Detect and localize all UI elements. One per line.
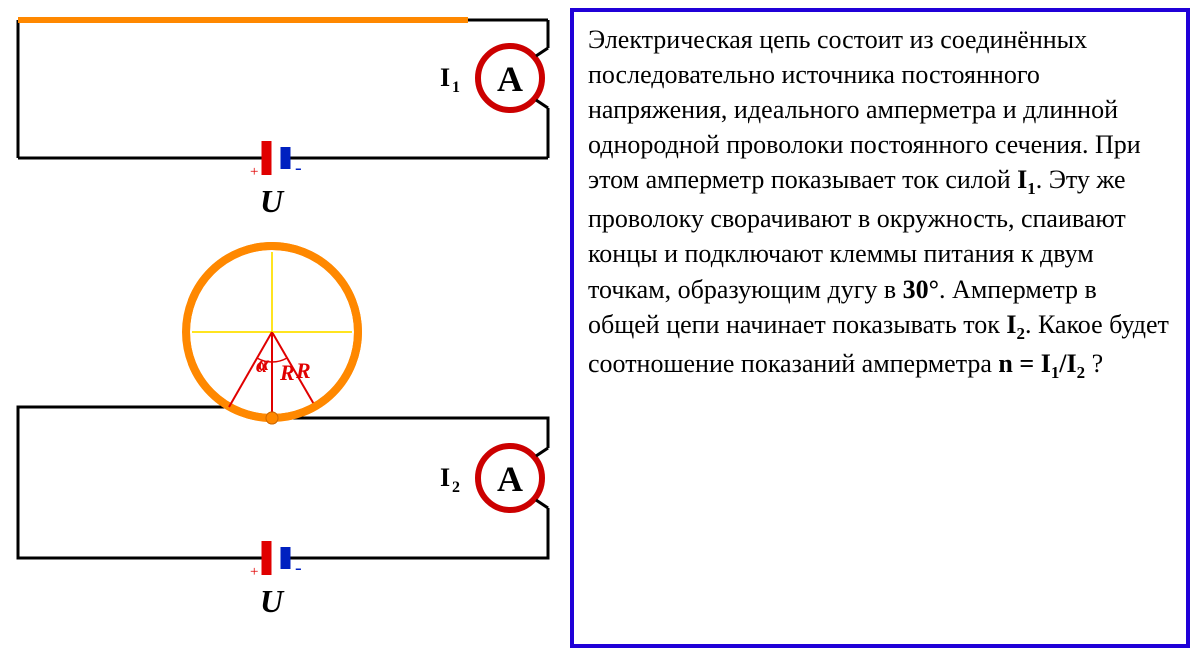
I2-sub: 2 bbox=[452, 479, 460, 496]
U1-label: U bbox=[260, 183, 285, 219]
text-deg: 30° bbox=[903, 275, 939, 304]
I1-sub: 1 bbox=[452, 79, 460, 96]
battery1-plus: + bbox=[250, 164, 258, 180]
U2-label: U bbox=[260, 583, 285, 619]
text-I1: I1 bbox=[1017, 165, 1036, 194]
I2-label: I bbox=[440, 463, 450, 492]
wire-loop-top: α R bbox=[186, 246, 358, 424]
battery2-minus: - bbox=[295, 557, 302, 579]
text-p5: ? bbox=[1085, 349, 1103, 378]
battery1-minus: - bbox=[295, 157, 302, 179]
circuit2: A I 2 + - U bbox=[0, 240, 570, 659]
problem-text: Электрическая цепь состоит из соединённы… bbox=[570, 8, 1190, 648]
text-I2: I2 bbox=[1006, 310, 1025, 339]
svg-text:α: α bbox=[256, 355, 268, 377]
svg-text:R: R bbox=[279, 360, 295, 385]
R-label: R bbox=[295, 358, 311, 383]
battery2-plus: + bbox=[250, 564, 258, 580]
ammeter-1-A: A bbox=[497, 59, 523, 99]
circuit-diagram: A bbox=[0, 0, 570, 659]
ammeter-2-A: A bbox=[497, 459, 523, 499]
I1-label: I bbox=[440, 63, 450, 92]
text-n: n = I1/I2 bbox=[998, 349, 1085, 378]
